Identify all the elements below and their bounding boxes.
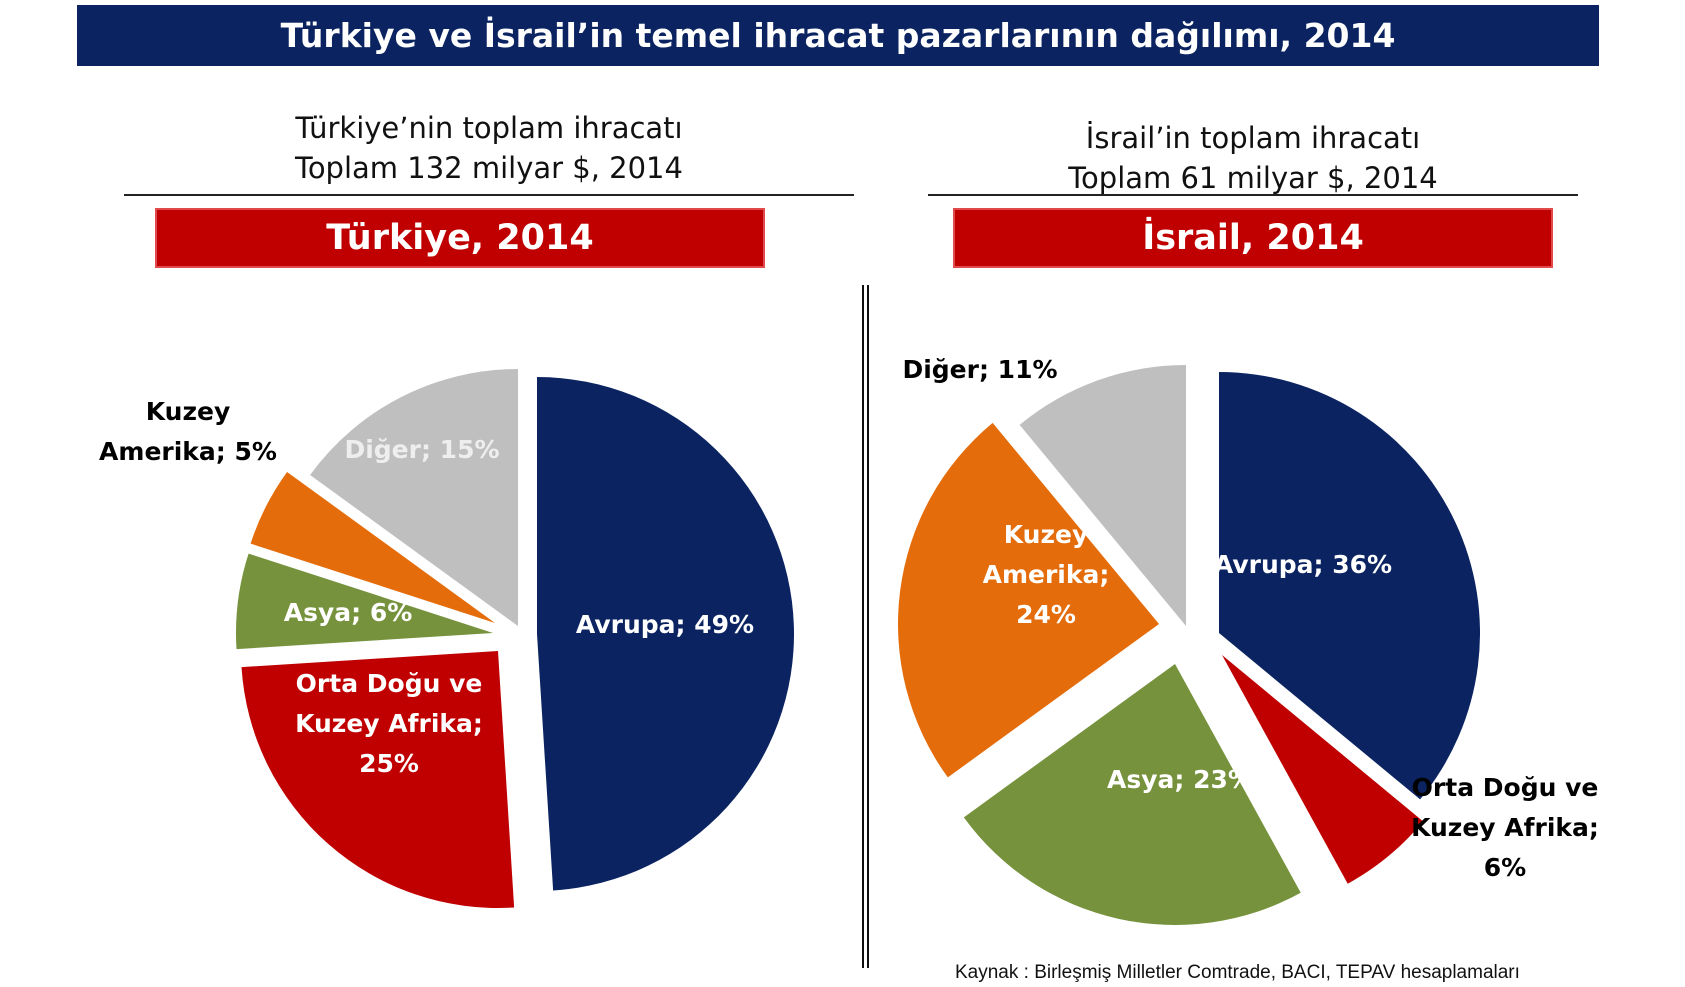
turkey-label-line: Amerika; 5% <box>99 437 277 466</box>
source-note: Kaynak : Birleşmiş Milletler Comtrade, B… <box>955 962 1520 983</box>
turkey-label-asya: Asya; 6% <box>284 598 413 627</box>
turkey-slice-kuzey-amerika <box>250 471 495 623</box>
turkey-chart-title: Türkiye, 2014 <box>155 208 765 268</box>
israel-label-kuzey-amerika: Kuzey Amerika; 24% <box>983 520 1110 629</box>
turkey-pie: Avrupa; 49% Orta Doğu ve Kuzey Afrika; 25% A… <box>99 369 794 908</box>
turkey-slice-asya <box>236 553 493 650</box>
turkey-label-line: Kuzey <box>146 397 231 426</box>
israel-subtitle: İsrail’in toplam ihracatı Toplam 61 mily… <box>928 118 1578 198</box>
turkey-slice-diger <box>310 369 518 626</box>
turkey-label-line: Asya; 6% <box>284 598 413 627</box>
israel-label-line: Amerika; <box>983 560 1110 589</box>
center-divider-right <box>867 285 869 968</box>
turkey-label-line: Avrupa; 49% <box>576 610 754 639</box>
turkey-label-orta-dogu-ve-kuzey-afrika: Orta Doğu ve Kuzey Afrika; 25% <box>295 669 483 778</box>
israel-slice-kuzey-amerika <box>898 422 1159 778</box>
turkey-label-line: Orta Doğu ve <box>296 669 483 698</box>
israel-label-diger: Diğer; 11% <box>902 355 1057 384</box>
israel-slice-avrupa <box>1219 372 1480 800</box>
turkey-subtitle-line1: Türkiye’nin toplam ihracatı <box>295 111 683 145</box>
israel-subtitle-line1: İsrail’in toplam ihracatı <box>1085 121 1421 155</box>
turkey-label-line: Kuzey Afrika; <box>295 709 483 738</box>
israel-label-line: Asya; 23% <box>1107 765 1253 794</box>
main-title: Türkiye ve İsrail’in temel ihracat pazar… <box>77 5 1599 66</box>
turkey-label-kuzey-amerika: Kuzey Amerika; 5% <box>99 397 277 466</box>
turkey-label-line: Diğer; 15% <box>344 435 499 464</box>
turkey-subtitle-line2: Toplam 132 milyar $, 2014 <box>295 151 683 185</box>
israel-subtitle-line2: Toplam 61 milyar $, 2014 <box>1068 161 1438 195</box>
israel-label-asya: Asya; 23% <box>1107 765 1253 794</box>
israel-label-avrupa: Avrupa; 36% <box>1214 550 1392 579</box>
israel-slice-orta-dogu-ve-kuzey-afrika <box>1222 655 1424 884</box>
turkey-divider <box>124 194 854 196</box>
center-divider-left <box>862 285 864 968</box>
turkey-label-line: 25% <box>359 749 419 778</box>
israel-label-line: Kuzey <box>1004 520 1089 549</box>
israel-label-line: Kuzey Afrika; <box>1411 813 1599 842</box>
israel-label-line: 6% <box>1484 853 1526 882</box>
israel-chart-title: İsrail, 2014 <box>953 208 1553 268</box>
turkey-subtitle: Türkiye’nin toplam ihracatı Toplam 132 m… <box>124 108 854 188</box>
israel-label-line: 24% <box>1016 600 1076 629</box>
turkey-label-diger: Diğer; 15% <box>344 435 499 464</box>
israel-label-line: Orta Doğu ve <box>1412 773 1599 802</box>
israel-divider <box>928 194 1578 196</box>
israel-label-line: Avrupa; 36% <box>1214 550 1392 579</box>
israel-slice-diger <box>1019 365 1186 626</box>
turkey-slice-avrupa <box>537 377 794 891</box>
turkey-label-avrupa: Avrupa; 49% <box>576 610 754 639</box>
turkey-slice-orta-dogu-ve-kuzey-afrika <box>241 651 515 908</box>
israel-pie: Avrupa; 36% Orta Doğu ve Kuzey Afrika; 6% As… <box>898 355 1599 926</box>
israel-slice-asya <box>963 664 1301 926</box>
israel-label-line: Diğer; 11% <box>902 355 1057 384</box>
israel-label-orta-dogu-ve-kuzey-afrika: Orta Doğu ve Kuzey Afrika; 6% <box>1411 773 1599 882</box>
